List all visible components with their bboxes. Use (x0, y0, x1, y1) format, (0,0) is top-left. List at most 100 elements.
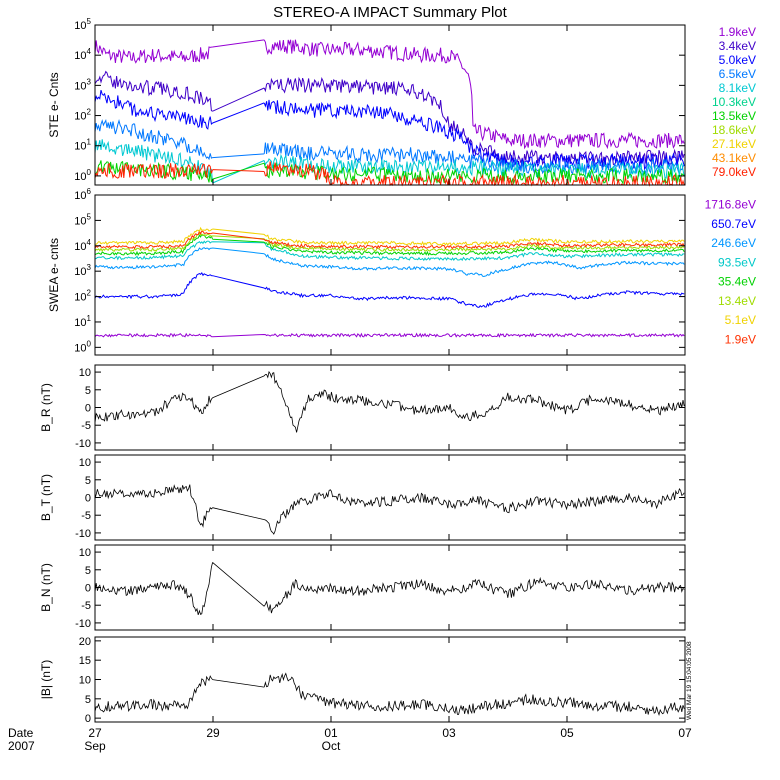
y-tick-label: 20 (79, 636, 91, 648)
y-axis-label: SWEA e- cnts (47, 238, 61, 312)
y-tick-exponent: 3 (87, 263, 92, 272)
legend-entry: 13.4eV (718, 294, 756, 308)
y-tick-label: 5 (85, 565, 91, 577)
y-tick-label: 102 (74, 289, 91, 304)
legend-entry: 93.5eV (718, 255, 756, 269)
y-tick-label: -10 (75, 438, 91, 450)
y-axis-label: B_R (nT) (39, 383, 53, 432)
legend-entry: 1716.8eV (705, 198, 756, 212)
y-tick-label: 15 (79, 655, 91, 667)
series-line (94, 226, 685, 246)
x-tick-month-label: Sep (84, 739, 106, 753)
y-tick-label: 100 (74, 168, 91, 183)
series-line (94, 118, 685, 177)
y-tick-label: 10 (79, 547, 91, 559)
y-tick-label: 103 (74, 77, 91, 92)
legend-entry: 27.1keV (712, 137, 756, 151)
series-line (94, 139, 685, 184)
y-tick-label: -10 (75, 618, 91, 630)
legend-entry: 3.4keV (719, 39, 756, 53)
y-tick-label: -5 (81, 600, 91, 612)
legend-entry: 6.5keV (719, 67, 756, 81)
y-tick-label: 106 (74, 187, 91, 202)
series-line (94, 161, 685, 187)
legend-entry: 5.0keV (719, 53, 756, 67)
panel-5: 10 5 0 -5 -10 B_N (nT) (39, 544, 686, 631)
y-tick-label: 0 (85, 713, 91, 725)
x-tick-label: 01 (324, 726, 338, 740)
y-tick-label: 104 (74, 47, 91, 62)
x-tick-month-label: Oct (322, 739, 341, 753)
y-tick-label: 5 (85, 385, 91, 397)
y-tick-exponent: 2 (87, 289, 92, 298)
y-tick-exponent: 4 (87, 47, 92, 56)
series-line (94, 272, 685, 308)
y-tick-exponent: 6 (87, 187, 92, 196)
legend-entry: 246.6eV (711, 236, 756, 250)
y-tick-label: 10 (79, 675, 91, 687)
panel-frame (94, 24, 686, 186)
series-line (94, 247, 685, 278)
y-tick-exponent: 5 (87, 212, 92, 221)
legend-entry: 5.1eV (725, 313, 756, 327)
y-tick-label: 5 (85, 694, 91, 706)
y-tick-exponent: 0 (87, 168, 92, 177)
legend-entry: 18.6keV (712, 123, 756, 137)
y-tick-label: 101 (74, 138, 91, 153)
y-tick-label: 100 (74, 339, 91, 354)
panel-6: 20 15 10 5 0 |B| (nT) (39, 636, 686, 725)
series-line (94, 672, 685, 717)
y-tick-label: 104 (74, 238, 91, 253)
panel-4: 10 5 0 -5 -10 B_T (nT) (39, 454, 686, 541)
y-tick-exponent: 4 (87, 238, 92, 247)
series-line (94, 370, 685, 433)
y-tick-exponent: 5 (87, 17, 92, 26)
y-tick-exponent: 1 (87, 138, 92, 147)
x-tick-label: 29 (206, 726, 220, 740)
y-tick-label: 0 (85, 583, 91, 595)
y-tick-label: 10 (79, 367, 91, 379)
series-line (94, 233, 685, 257)
legend-entry: 43.1keV (712, 151, 756, 165)
y-tick-exponent: 1 (87, 314, 92, 323)
y-tick-label: 105 (74, 212, 91, 227)
legend-entry: 1.9keV (719, 25, 756, 39)
x-tick-label: 27 (88, 726, 102, 740)
panel-frame (94, 364, 686, 451)
date-label: Date (8, 726, 34, 740)
year-label: 2007 (8, 739, 35, 753)
series-line (94, 39, 685, 150)
series-line (94, 230, 685, 250)
y-tick-label: 10 (79, 457, 91, 469)
x-tick-label: 07 (678, 726, 692, 740)
y-tick-label: 103 (74, 263, 91, 278)
y-tick-label: 0 (85, 493, 91, 505)
y-axis-label: B_T (nT) (39, 474, 53, 521)
y-tick-exponent: 2 (87, 108, 92, 117)
panel-frame (94, 454, 686, 541)
y-tick-exponent: 0 (87, 339, 92, 348)
y-tick-label: -10 (75, 528, 91, 540)
panel-frame (94, 636, 686, 723)
y-tick-label: 105 (74, 17, 91, 32)
y-tick-exponent: 3 (87, 77, 92, 86)
legend-entry: 1.9eV (725, 332, 756, 346)
legend-entry: 35.4eV (718, 275, 756, 289)
panel-3: 10 5 0 -5 -10 B_R (nT) (39, 364, 686, 451)
series-line (94, 332, 685, 338)
y-tick-label: 0 (85, 403, 91, 415)
x-tick-label: 03 (442, 726, 456, 740)
y-tick-label: 102 (74, 108, 91, 123)
timestamp-stamp: Wed Mar 19 15:04:05 2008 (686, 641, 693, 720)
panel-frame (94, 194, 686, 356)
series-line (94, 484, 685, 535)
y-tick-label: 101 (74, 314, 91, 329)
legend-entry: 10.3keV (712, 95, 756, 109)
y-axis-label: B_N (nT) (39, 563, 53, 612)
legend-entry: 8.1keV (719, 81, 756, 95)
y-axis-label: STE e- Cnts (47, 72, 61, 137)
